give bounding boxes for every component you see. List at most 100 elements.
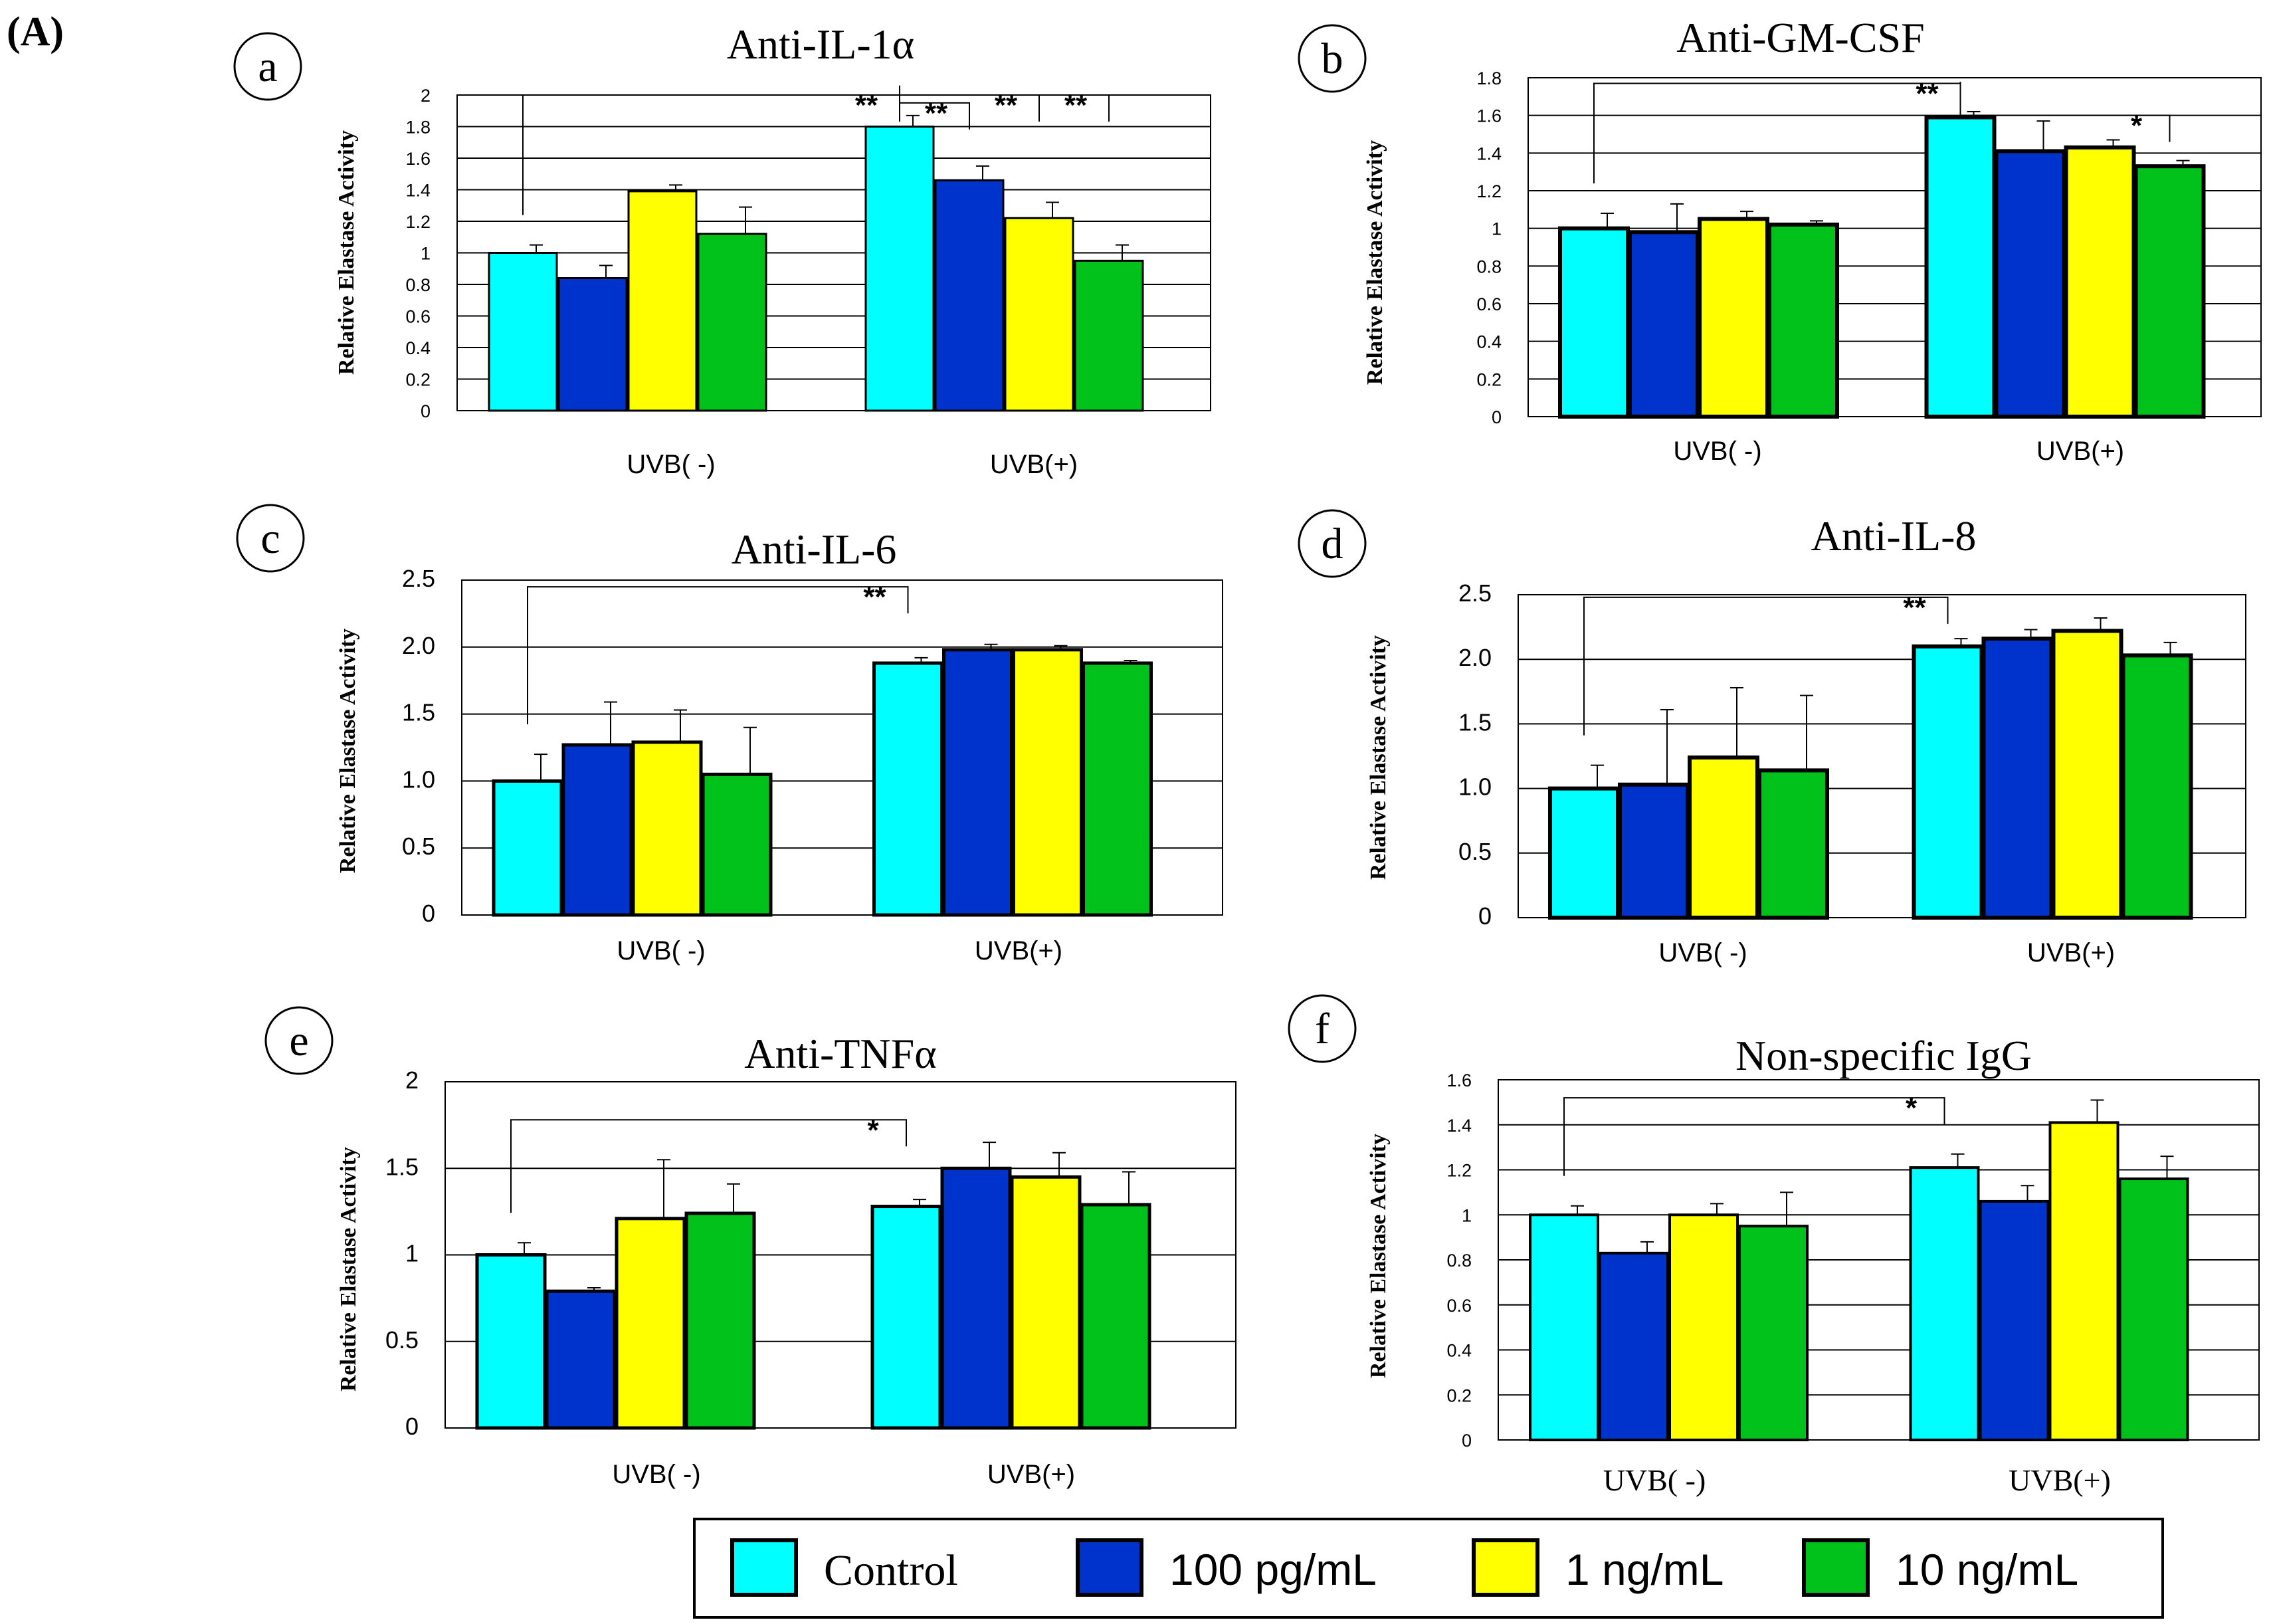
significance-label: ** bbox=[1064, 89, 1088, 122]
y-axis-label: Relative Elastase Activity bbox=[1366, 1134, 1391, 1378]
y-tick-label: 1 bbox=[421, 244, 431, 264]
bar-d-uvb-plus-10-ng-ml bbox=[2121, 653, 2193, 920]
plot-area bbox=[1498, 1079, 2260, 1441]
bar-f-uvb-minus-10-ng-ml bbox=[1738, 1225, 1809, 1441]
y-tick-label: 0.4 bbox=[1446, 1341, 1472, 1361]
panel-letter: a bbox=[258, 43, 277, 91]
y-tick-label: 2.5 bbox=[402, 565, 435, 592]
bar-d-uvb-plus-100-pg-ml bbox=[1981, 637, 2054, 920]
bar-a-uvb-minus-10-ng-ml bbox=[697, 233, 767, 412]
y-tick-label: 1 bbox=[405, 1240, 419, 1267]
legend-label: 10 ng/mL bbox=[1896, 1545, 2078, 1594]
bar-c-uvb-plus-1-ng-ml bbox=[1012, 648, 1083, 917]
y-tick-label: 1 bbox=[1492, 219, 1502, 239]
bar-a-uvb-minus-control bbox=[488, 252, 558, 412]
significance-label: ** bbox=[855, 89, 878, 122]
y-tick-label: 2 bbox=[421, 86, 431, 106]
bar-c-uvb-minus-10-ng-ml bbox=[701, 772, 773, 917]
legend-label: Control bbox=[824, 1546, 958, 1595]
y-tick-label: 0.2 bbox=[405, 370, 431, 390]
plot-area bbox=[1518, 594, 2246, 918]
chart-panel-e: 0 0.5 1 1.5 2 Relative Elastase Activity Anti-… bbox=[264, 1006, 1236, 1489]
significance-bracket bbox=[1593, 82, 1961, 183]
bar-d-uvb-minus-100-pg-ml bbox=[1618, 782, 1690, 920]
bar-f-uvb-plus-100-pg-ml bbox=[1979, 1199, 2050, 1442]
y-tick-label: 1.6 bbox=[405, 149, 431, 169]
bar-a-uvb-plus-1-ng-ml bbox=[1004, 217, 1074, 412]
significance-label: * bbox=[867, 1114, 879, 1146]
legend-frame bbox=[693, 1518, 2164, 1619]
x-category-label: UVB( -) bbox=[1658, 938, 1747, 967]
chart-title: Non-specific IgG bbox=[1735, 1032, 2032, 1079]
bar-e-uvb-plus-100-pg-ml bbox=[940, 1166, 1012, 1430]
significance-bracket bbox=[1583, 596, 1949, 736]
x-category-label: UVB( -) bbox=[612, 1460, 700, 1489]
y-tick-label: 0 bbox=[421, 401, 431, 421]
panel-letter: b bbox=[1322, 35, 1343, 83]
y-tick-label: 2.5 bbox=[1458, 579, 1492, 607]
significance-bracket bbox=[1563, 1097, 1945, 1176]
significance-bracket bbox=[522, 94, 900, 215]
bar-d-uvb-plus-1-ng-ml bbox=[2051, 629, 2123, 920]
bar-e-uvb-plus-1-ng-ml bbox=[1010, 1175, 1082, 1430]
significance-label: ** bbox=[995, 89, 1018, 122]
bar-b-uvb-plus-1-ng-ml bbox=[2064, 145, 2136, 419]
y-axis-label: Relative Elastase Activity bbox=[336, 629, 360, 873]
bar-c-uvb-minus-1-ng-ml bbox=[631, 740, 703, 917]
chart-panel-f: 0 0.2 0.4 0.6 0.8 1 1.2 1.4 1.6 Relative Elastase… bbox=[1288, 994, 2260, 1497]
bar-b-uvb-plus-control bbox=[1924, 115, 1997, 419]
legend: Control 100 pg/mL 1 ng/mL 10 ng/mL bbox=[693, 1518, 2164, 1619]
chart-title: Anti-GM-CSF bbox=[1676, 14, 1924, 61]
significance-label: ** bbox=[863, 581, 886, 613]
y-tick-label: 1.4 bbox=[1446, 1116, 1472, 1136]
x-category-label: UVB(+) bbox=[975, 936, 1062, 965]
y-tick-label: 1 bbox=[1462, 1205, 1472, 1225]
bar-b-uvb-minus-1-ng-ml bbox=[1698, 217, 1769, 419]
plot-area bbox=[1528, 77, 2262, 417]
plot-area bbox=[444, 1081, 1236, 1429]
y-tick-label: 0 bbox=[1462, 1431, 1472, 1451]
y-tick-label: 0.6 bbox=[405, 307, 431, 327]
bar-b-uvb-minus-10-ng-ml bbox=[1767, 223, 1839, 419]
significance-label: * bbox=[2131, 110, 2143, 142]
legend-swatch bbox=[730, 1538, 798, 1597]
bar-d-uvb-minus-10-ng-ml bbox=[1757, 768, 1829, 920]
bar-d-uvb-minus-1-ng-ml bbox=[1688, 755, 1759, 920]
panel-letter-circle bbox=[1298, 509, 1367, 578]
bar-c-uvb-plus-control bbox=[872, 661, 943, 917]
chart-title: Anti-TNFα bbox=[744, 1030, 937, 1077]
y-tick-label: 0 bbox=[422, 900, 435, 927]
panel-letter-circle bbox=[264, 1006, 334, 1075]
chart-panel-c: 0 0.5 1.0 1.5 2.0 2.5 Relative Elastase Activi… bbox=[236, 504, 1223, 965]
bar-f-uvb-plus-10-ng-ml bbox=[2118, 1177, 2189, 1442]
y-tick-label: 1.4 bbox=[405, 181, 431, 201]
panel-letter-circle bbox=[233, 32, 302, 101]
bar-f-uvb-minus-1-ng-ml bbox=[1668, 1213, 1739, 1441]
x-category-label: UVB(+) bbox=[2009, 1463, 2111, 1497]
y-tick-label: 1.2 bbox=[405, 212, 431, 232]
y-tick-label: 0.8 bbox=[405, 275, 431, 295]
bar-b-uvb-minus-100-pg-ml bbox=[1628, 230, 1700, 419]
y-tick-label: 0.4 bbox=[405, 338, 431, 358]
legend-swatch bbox=[1076, 1538, 1143, 1597]
significance-label: ** bbox=[1916, 78, 1939, 110]
y-tick-label: 1.5 bbox=[402, 699, 435, 726]
y-tick-label: 0 bbox=[1492, 407, 1502, 427]
y-tick-label: 0.8 bbox=[1476, 256, 1502, 276]
bar-a-uvb-plus-10-ng-ml bbox=[1074, 259, 1144, 412]
y-tick-label: 1.8 bbox=[405, 118, 431, 138]
y-tick-label: 0 bbox=[405, 1413, 419, 1440]
significance-bracket bbox=[899, 85, 1110, 122]
y-tick-label: 0.6 bbox=[1476, 294, 1502, 314]
y-axis-label: Relative Elastase Activity bbox=[334, 130, 359, 375]
bar-a-uvb-plus-100-pg-ml bbox=[934, 179, 1005, 412]
legend-label: 100 pg/mL bbox=[1169, 1545, 1377, 1594]
y-axis-label: Relative Elastase Activity bbox=[1366, 635, 1391, 880]
panel-letter-circle bbox=[1288, 994, 1357, 1063]
chart-title: Anti-IL-8 bbox=[1811, 512, 1977, 559]
panel-letter: c bbox=[260, 514, 280, 563]
significance-bracket bbox=[1959, 82, 2171, 142]
y-axis-label: Relative Elastase Activity bbox=[1363, 140, 1387, 385]
significance-bracket bbox=[510, 1119, 907, 1213]
